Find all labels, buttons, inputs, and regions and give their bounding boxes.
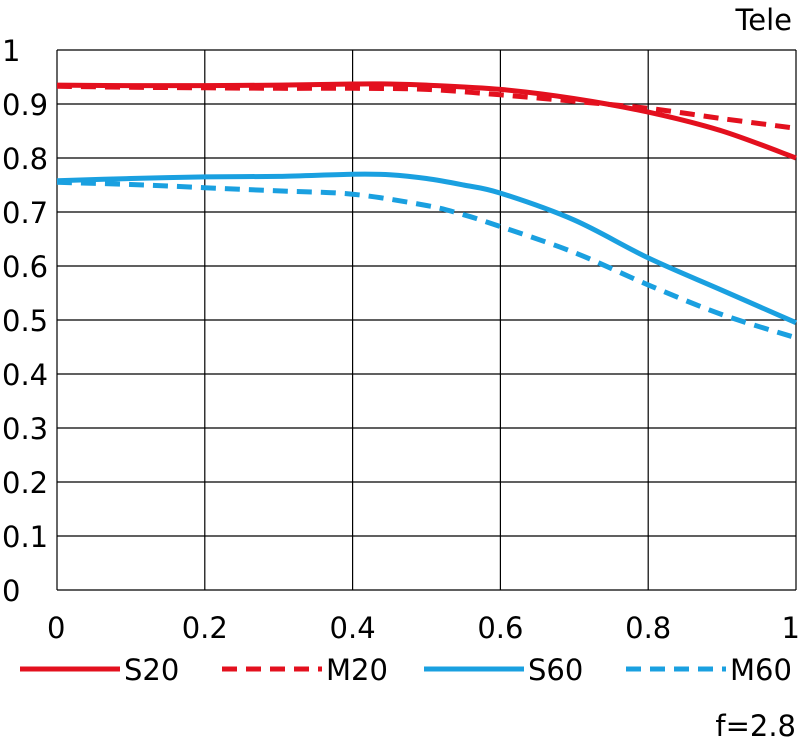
- legend-label-s60: S60: [528, 653, 583, 687]
- x-tick-label: 0.6: [477, 611, 523, 645]
- y-tick-label: 0.9: [2, 88, 48, 122]
- y-tick-label: 0.2: [2, 466, 48, 500]
- y-tick-label: 0.5: [2, 304, 48, 338]
- y-tick-label: 0.7: [2, 196, 48, 230]
- chart-title: Tele: [734, 3, 792, 37]
- x-tick-label: 0.4: [330, 611, 376, 645]
- series-lines: [56, 81, 798, 341]
- legend-label-m20: M20: [326, 653, 388, 687]
- x-tick-label: 0: [47, 611, 65, 645]
- legend-label-m60: M60: [730, 653, 792, 687]
- y-tick-label: 0.4: [2, 358, 48, 392]
- y-tick-label: 0: [2, 574, 20, 608]
- legend-label-s20: S20: [124, 653, 179, 687]
- y-tick-label: 0.6: [2, 250, 48, 284]
- series-line-m60: [56, 179, 797, 341]
- series-line-s20: [56, 81, 797, 161]
- series-line-m20: [56, 83, 797, 131]
- x-tick-label: 0.2: [182, 611, 228, 645]
- y-tick-label: 0.1: [2, 520, 48, 554]
- x-tick-label: 0.8: [625, 611, 671, 645]
- series-line-s60: [56, 171, 798, 325]
- aperture-note: f=2.8: [715, 709, 796, 743]
- y-tick-label: 0.3: [2, 412, 48, 446]
- y-tick-label: 1: [2, 34, 20, 68]
- tick-labels: 0 0.1 0.2 0.3 0.4 0.5 0.6 0.7 0.8 0.9 1 0 0.2 0.4 0.6 0…: [2, 34, 800, 645]
- x-tick-label: 1: [782, 611, 800, 645]
- grid: [56, 49, 797, 591]
- y-tick-label: 0.8: [2, 142, 48, 176]
- legend: S20 M20 S60 M60: [20, 653, 792, 687]
